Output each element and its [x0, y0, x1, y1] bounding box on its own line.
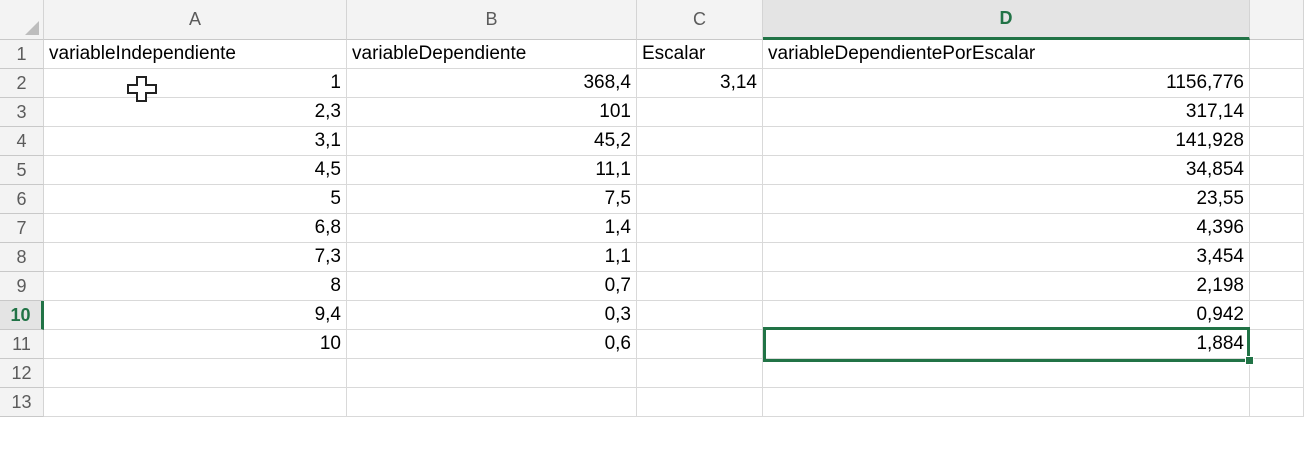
cell-b3[interactable]: 101 [347, 98, 637, 127]
cell-d3[interactable]: 317,14 [763, 98, 1250, 127]
cell-e6[interactable] [1250, 185, 1304, 214]
cell-a6[interactable]: 5 [44, 185, 347, 214]
cell-d1[interactable]: variableDependientePorEscalar [763, 40, 1250, 69]
column-header-d[interactable]: D [763, 0, 1250, 40]
column-header-e[interactable] [1250, 0, 1304, 40]
cell-d8[interactable]: 3,454 [763, 243, 1250, 272]
cell-d13[interactable] [763, 388, 1250, 417]
cell-b9[interactable]: 0,7 [347, 272, 637, 301]
cell-a8[interactable]: 7,3 [44, 243, 347, 272]
cell-a13[interactable] [44, 388, 347, 417]
cell-c12[interactable] [637, 359, 763, 388]
cell-d2[interactable]: 1156,776 [763, 69, 1250, 98]
cell-b10[interactable]: 0,3 [347, 301, 637, 330]
cell-a4[interactable]: 3,1 [44, 127, 347, 156]
cell-e8[interactable] [1250, 243, 1304, 272]
cell-d12[interactable] [763, 359, 1250, 388]
cell-c7[interactable] [637, 214, 763, 243]
cell-e1[interactable] [1250, 40, 1304, 69]
cell-c3[interactable] [637, 98, 763, 127]
select-all-corner[interactable] [0, 0, 44, 40]
cell-d10[interactable]: 0,942 [763, 301, 1250, 330]
cell-d7[interactable]: 4,396 [763, 214, 1250, 243]
row-header-3[interactable]: 3 [0, 98, 44, 127]
cell-c1[interactable]: Escalar [637, 40, 763, 69]
cell-c10[interactable] [637, 301, 763, 330]
cell-e12[interactable] [1250, 359, 1304, 388]
cell-e11[interactable] [1250, 330, 1304, 359]
row-header-12[interactable]: 12 [0, 359, 44, 388]
cell-b2[interactable]: 368,4 [347, 69, 637, 98]
column-header-c[interactable]: C [637, 0, 763, 40]
cell-b5[interactable]: 11,1 [347, 156, 637, 185]
cell-c5[interactable] [637, 156, 763, 185]
cell-e5[interactable] [1250, 156, 1304, 185]
row-header-6[interactable]: 6 [0, 185, 44, 214]
row-header-11[interactable]: 11 [0, 330, 44, 359]
cell-b7[interactable]: 1,4 [347, 214, 637, 243]
cell-e13[interactable] [1250, 388, 1304, 417]
cell-d9[interactable]: 2,198 [763, 272, 1250, 301]
cell-b13[interactable] [347, 388, 637, 417]
cell-b4[interactable]: 45,2 [347, 127, 637, 156]
cell-d5[interactable]: 34,854 [763, 156, 1250, 185]
row-header-5[interactable]: 5 [0, 156, 44, 185]
row-header-8[interactable]: 8 [0, 243, 44, 272]
cell-a2[interactable]: 1 [44, 69, 347, 98]
cell-e7[interactable] [1250, 214, 1304, 243]
row-header-7[interactable]: 7 [0, 214, 44, 243]
cell-a9[interactable]: 8 [44, 272, 347, 301]
plus-cross-cursor-icon [126, 75, 158, 108]
cell-a5[interactable]: 4,5 [44, 156, 347, 185]
cell-a12[interactable] [44, 359, 347, 388]
row-header-9[interactable]: 9 [0, 272, 44, 301]
cell-c11[interactable] [637, 330, 763, 359]
cell-b6[interactable]: 7,5 [347, 185, 637, 214]
row-header-1[interactable]: 1 [0, 40, 44, 69]
cell-b8[interactable]: 1,1 [347, 243, 637, 272]
cell-c8[interactable] [637, 243, 763, 272]
fill-handle[interactable] [1245, 356, 1254, 365]
cell-c13[interactable] [637, 388, 763, 417]
column-header-b[interactable]: B [347, 0, 637, 40]
row-header-10[interactable]: 10 [0, 301, 44, 330]
column-header-a[interactable]: A [44, 0, 347, 40]
row-header-4[interactable]: 4 [0, 127, 44, 156]
cell-a1[interactable]: variableIndependiente [44, 40, 347, 69]
row-header-13[interactable]: 13 [0, 388, 44, 417]
cell-b1[interactable]: variableDependiente [347, 40, 637, 69]
cell-a7[interactable]: 6,8 [44, 214, 347, 243]
cell-c6[interactable] [637, 185, 763, 214]
cell-d6[interactable]: 23,55 [763, 185, 1250, 214]
cell-c4[interactable] [637, 127, 763, 156]
cell-a11[interactable]: 10 [44, 330, 347, 359]
cell-c9[interactable] [637, 272, 763, 301]
cell-e4[interactable] [1250, 127, 1304, 156]
cell-a3[interactable]: 2,3 [44, 98, 347, 127]
cell-b12[interactable] [347, 359, 637, 388]
cell-a10[interactable]: 9,4 [44, 301, 347, 330]
cell-d4[interactable]: 141,928 [763, 127, 1250, 156]
cell-e3[interactable] [1250, 98, 1304, 127]
select-all-triangle-icon [25, 21, 39, 35]
cell-e9[interactable] [1250, 272, 1304, 301]
cell-e10[interactable] [1250, 301, 1304, 330]
cell-c2[interactable]: 3,14 [637, 69, 763, 98]
cell-e2[interactable] [1250, 69, 1304, 98]
cell-b11[interactable]: 0,6 [347, 330, 637, 359]
row-header-2[interactable]: 2 [0, 69, 44, 98]
cell-d11[interactable]: 1,884 [763, 330, 1250, 359]
